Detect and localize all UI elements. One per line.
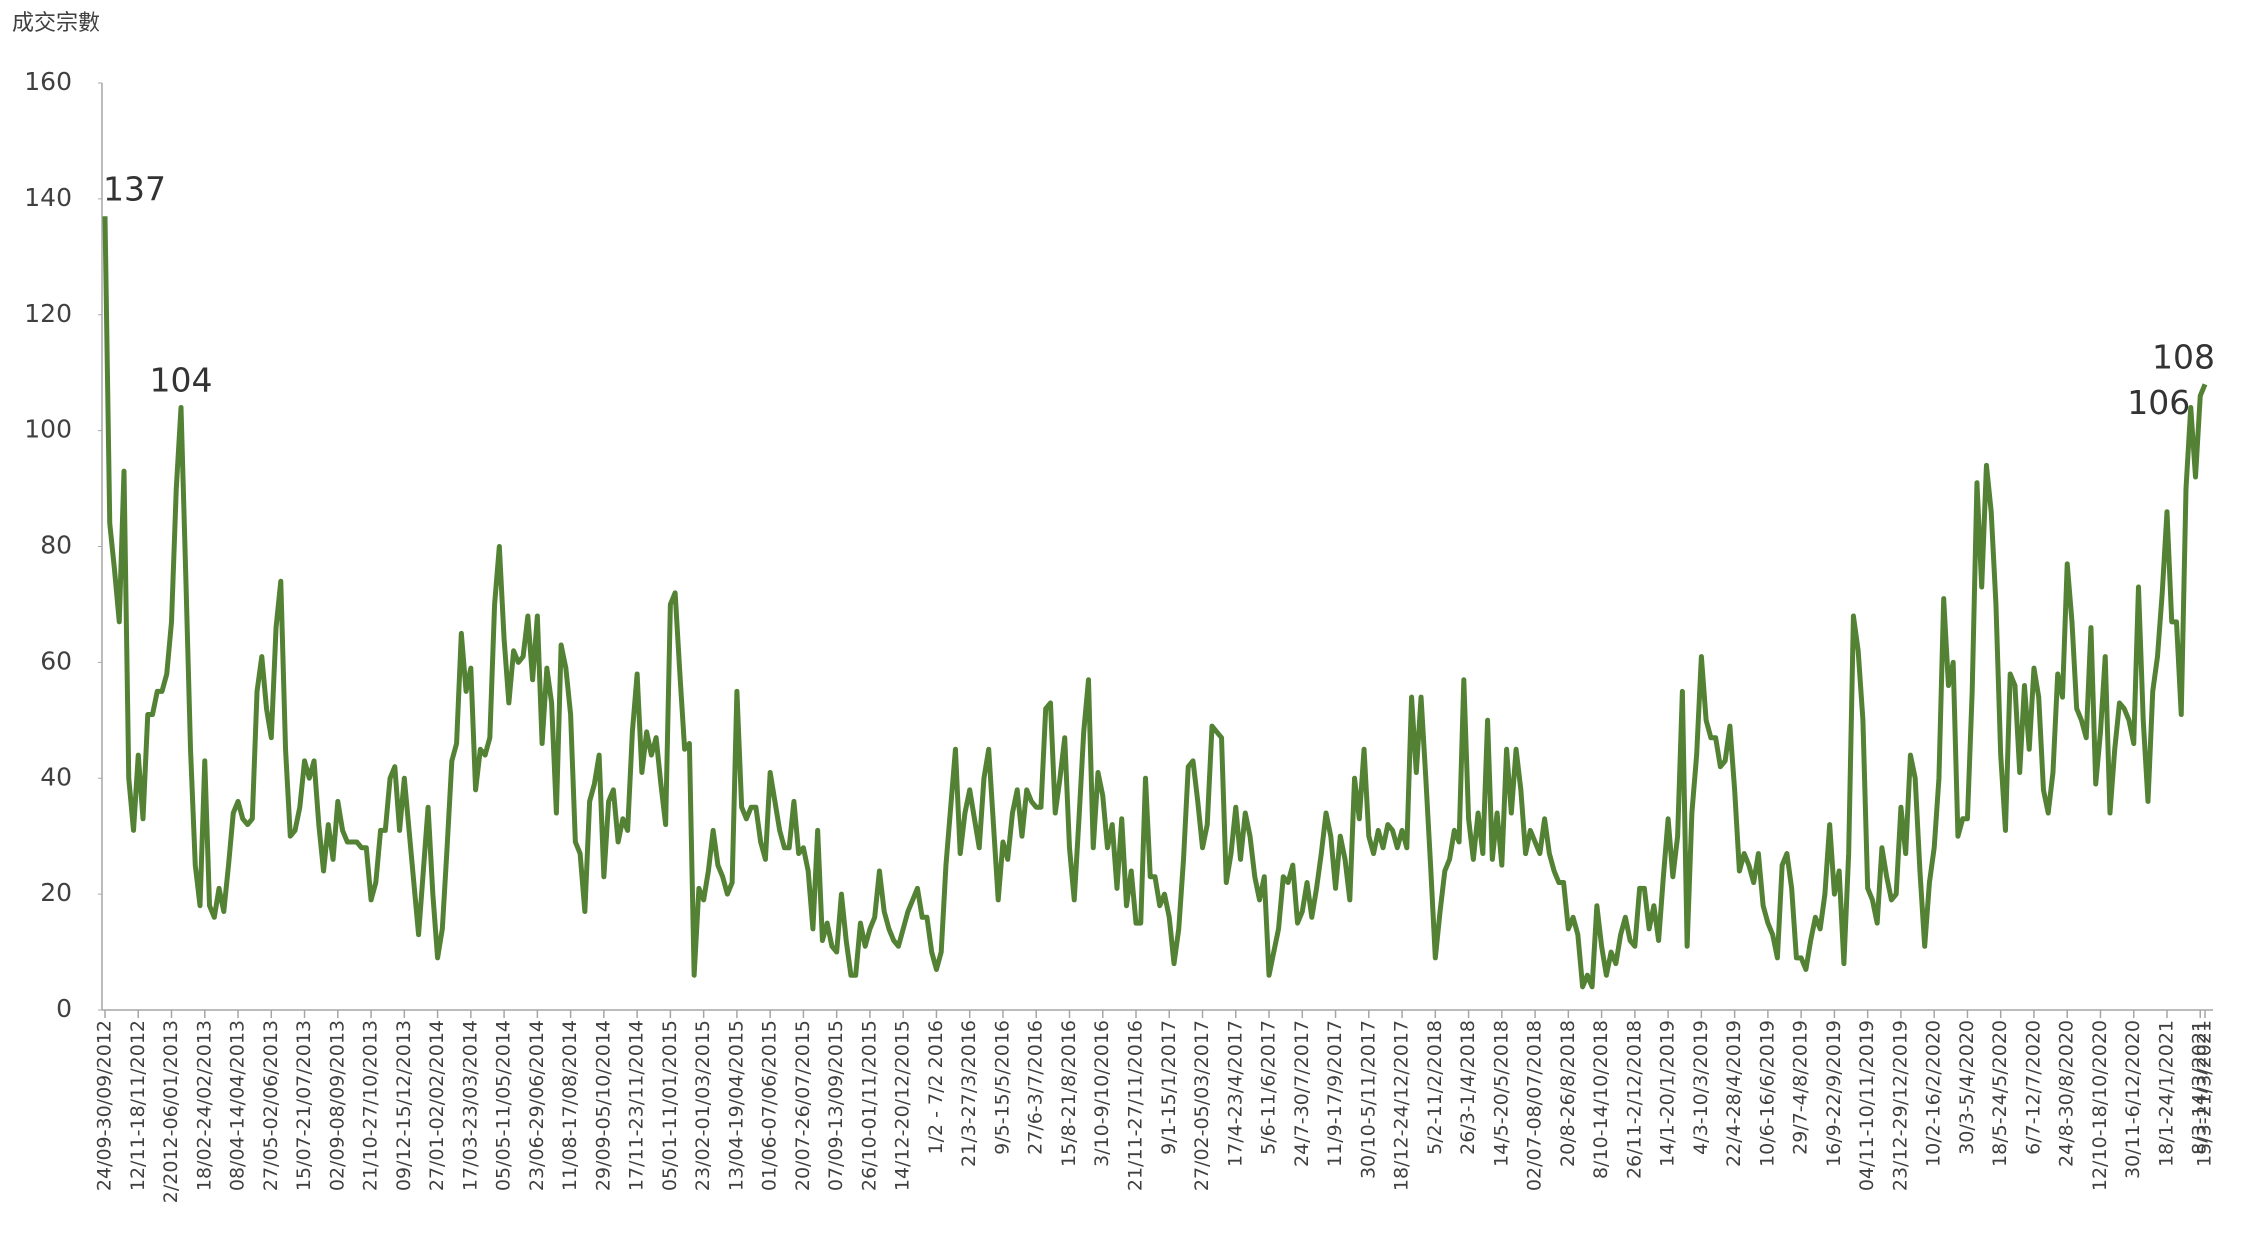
x-tick-label: 13/04-19/04/2015 [725,1020,747,1191]
y-tick-label: 160 [24,67,72,96]
x-tick-label: 11/08-17/08/2014 [559,1020,581,1191]
x-tick-label: 27/6-3/7/2016 [1025,1020,1047,1155]
x-tick-label: 27/02-05/03/2017 [1191,1020,1213,1191]
x-tick-label: 27/05-02/06/2013 [260,1020,282,1191]
x-tick-label: 10/2-16/2/2020 [1923,1020,1945,1167]
x-tick-label: 9/5-15/5/2016 [991,1020,1013,1155]
y-tick-label: 60 [40,646,72,675]
x-tick-label: 1/2 - 7/2 2016 [925,1020,947,1154]
x-tick-label: 29/7-4/8/2019 [1790,1020,1812,1155]
x-tick-label: 30/3-5/4/2020 [1956,1020,1978,1155]
data-label: 106 [2127,383,2190,422]
y-tick-label: 80 [40,531,72,560]
x-tick-label: 05/01-11/01/2015 [659,1020,681,1191]
x-tick-label: 08/04-14/04/2013 [227,1020,249,1191]
x-tick-label: 24/8-30/8/2020 [2056,1020,2078,1167]
x-tick-label: 18/12-24/12/2017 [1391,1020,1413,1191]
x-tick-label: 20/07-26/07/2015 [792,1020,814,1191]
x-tick-label: 15/8-21/8/2016 [1058,1020,1080,1167]
x-tick-label: 21/11-27/11/2016 [1124,1020,1146,1191]
x-tick-label: 3/10-9/10/2016 [1091,1020,1113,1167]
x-tick-label: 02/07-08/07/2018 [1524,1020,1546,1191]
x-tick-label: 12/11-18/11/2012 [127,1020,149,1191]
x-tick-label: 14/5-20/5/2018 [1490,1020,1512,1167]
x-tick-label: 20/8-26/8/2018 [1557,1020,1579,1167]
x-tick-label: 5/2-11/2/2018 [1424,1020,1446,1155]
y-tick-label: 140 [24,183,72,212]
x-tick-label: 5/6-11/6/2017 [1258,1020,1280,1155]
x-tick-label: 16/9-22/9/2019 [1823,1020,1845,1167]
x-tick-label: 02/09-08/09/2013 [326,1020,348,1191]
x-tick-label: 07/09-13/09/2015 [825,1020,847,1191]
x-tick-label: 15/07-21/07/2013 [293,1020,315,1191]
x-tick-label: 23/06-29/06/2014 [526,1020,548,1191]
x-tick-label: 17/11-23/11/2014 [626,1020,648,1191]
x-tick-label: 21/10-27/10/2013 [360,1020,382,1191]
x-tick-label: 29/09-05/10/2014 [592,1020,614,1191]
x-tick-label: 22/4-28/4/2019 [1723,1020,1745,1167]
x-tick-label: 14/12-20/12/2015 [892,1020,914,1191]
x-tick-label: 11/9-17/9/2017 [1324,1020,1346,1167]
x-tick-label: 09/12-15/12/2013 [393,1020,415,1191]
x-tick-label: 23/12-29/12/2019 [1889,1020,1911,1191]
x-tick-label: 15/3-21/3/2021 [2194,1020,2216,1167]
x-tick-label: 4/3-10/3/2019 [1690,1020,1712,1155]
y-tick-label: 100 [24,415,72,444]
y-tick-label: 20 [40,878,72,907]
data-label: 108 [2152,337,2215,376]
x-tick-label: 01/06-07/06/2015 [759,1020,781,1191]
x-tick-label: 21/3-27/3/2016 [958,1020,980,1167]
x-tick-label: 26/3-1/4/2018 [1457,1020,1479,1155]
y-axis-title: 成交宗數 [12,11,100,36]
x-tick-label: 05/05-11/05/2014 [493,1020,515,1191]
x-tick-label: 18/1-24/1/2021 [2155,1020,2177,1167]
x-tick-label: 04/11-10/11/2019 [1856,1020,1878,1191]
x-tick-label: 6/7-12/7/2020 [2022,1020,2044,1155]
x-tick-label: 9/1-15/1/2017 [1158,1020,1180,1155]
x-tick-label: 30/11-6/12/2020 [2122,1020,2144,1179]
x-tick-label: 10/6-16/6/2019 [1756,1020,1778,1167]
y-tick-label: 0 [56,994,72,1023]
x-tick-label: 30/10-5/11/2017 [1357,1020,1379,1179]
x-tick-label: 23/02-01/03/2015 [692,1020,714,1191]
y-tick-label: 120 [24,299,72,328]
x-tick-label: 26/11-2/12/2018 [1623,1020,1645,1179]
x-tick-label: 26/10-01/11/2015 [858,1020,880,1191]
data-line [102,216,2208,990]
x-tick-label: 18/02-24/02/2013 [193,1020,215,1191]
x-tick-label: 2/2012-06/01/2013 [160,1020,182,1203]
x-tick-label: 14/1-20/1/2019 [1657,1020,1679,1167]
x-tick-label: 18/5-24/5/2020 [1989,1020,2011,1167]
x-tick-label: 8/3-14/3/2021 [2189,1020,2211,1155]
y-tick-label: 40 [40,762,72,791]
x-tick-label: 17/03-23/03/2014 [459,1020,481,1191]
x-tick-label: 12/10-18/10/2020 [2089,1020,2111,1191]
x-tick-label: 24/09-30/09/2012 [94,1020,116,1191]
x-tick-label: 17/4-23/4/2017 [1224,1020,1246,1167]
data-label: 104 [150,360,213,399]
x-tick-label: 8/10-14/10/2018 [1590,1020,1612,1179]
x-tick-label: 24/7-30/7/2017 [1291,1020,1313,1167]
data-label: 137 [103,169,166,208]
x-tick-label: 27/01-02/02/2014 [426,1020,448,1191]
